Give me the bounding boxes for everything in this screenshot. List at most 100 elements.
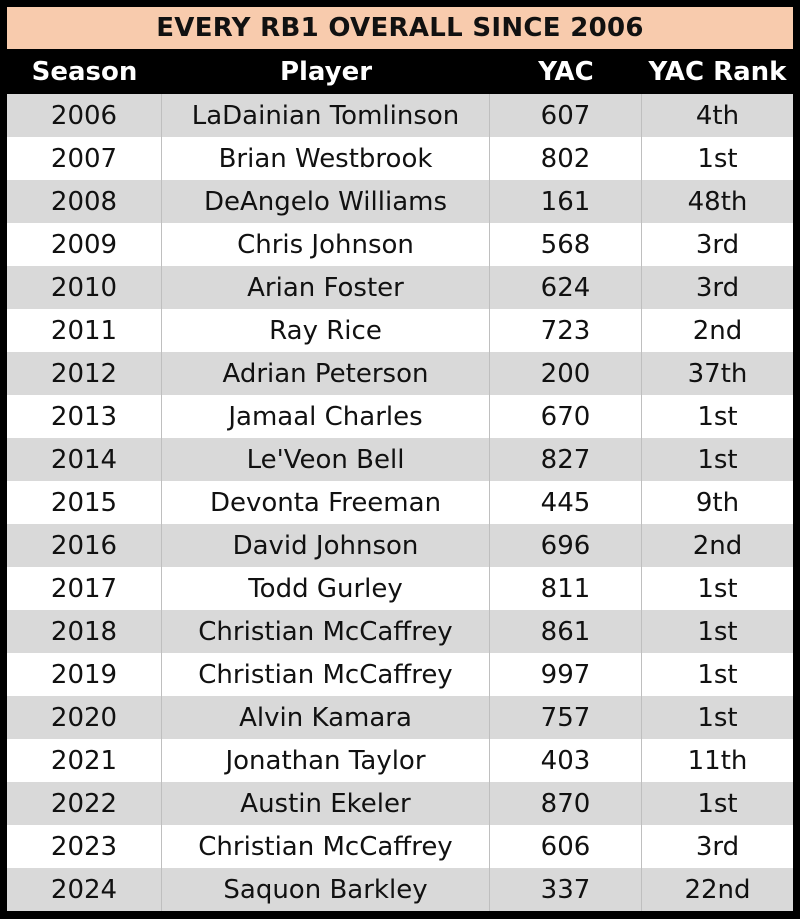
cell-player: Chris Johnson — [162, 223, 490, 266]
cell-player: Jamaal Charles — [162, 395, 490, 438]
cell-season: 2015 — [7, 481, 162, 524]
header-yac-rank: YAC Rank — [648, 57, 787, 87]
table-body: 2006 LaDainian Tomlinson 607 4th 2007 Brian W… — [7, 94, 793, 911]
cell-player: Christian McCaffrey — [162, 653, 490, 696]
table-row: 2008 DeAngelo Williams 161 48th — [7, 180, 793, 223]
cell-yac-rank: 1st — [697, 616, 738, 647]
cell-yac-rank: 37th — [687, 358, 748, 389]
cell-yac-rank: 3rd — [695, 229, 740, 260]
cell-season: 2012 — [7, 352, 162, 395]
table-row: 2015 Devonta Freeman 445 9th — [7, 481, 793, 524]
cell-season: 2007 — [7, 137, 162, 180]
table-row: 2022 Austin Ekeler 870 1st — [7, 782, 793, 825]
cell-yac: 445 — [490, 481, 642, 524]
cell-player: Saquon Barkley — [162, 868, 490, 911]
cell-yac-rank: 1st — [697, 143, 738, 174]
cell-player: Jonathan Taylor — [162, 739, 490, 782]
cell-player: DeAngelo Williams — [162, 180, 490, 223]
cell-yac-rank: 11th — [687, 745, 748, 776]
cell-yac-rank: 1st — [697, 444, 738, 475]
cell-yac: 861 — [490, 610, 642, 653]
cell-season: 2011 — [7, 309, 162, 352]
cell-yac: 997 — [490, 653, 642, 696]
table-row: 2009 Chris Johnson 568 3rd — [7, 223, 793, 266]
cell-yac-rank: 1st — [697, 702, 738, 733]
cell-season: 2024 — [7, 868, 162, 911]
cell-player: Christian McCaffrey — [162, 825, 490, 868]
cell-yac: 568 — [490, 223, 642, 266]
table-row: 2006 LaDainian Tomlinson 607 4th — [7, 94, 793, 137]
header-player: Player — [279, 57, 373, 87]
cell-yac-rank: 4th — [695, 100, 740, 131]
cell-yac: 696 — [490, 524, 642, 567]
cell-season: 2009 — [7, 223, 162, 266]
cell-player: Alvin Kamara — [162, 696, 490, 739]
cell-yac: 403 — [490, 739, 642, 782]
cell-season: 2006 — [7, 94, 162, 137]
cell-season: 2019 — [7, 653, 162, 696]
cell-yac: 161 — [490, 180, 642, 223]
cell-season: 2014 — [7, 438, 162, 481]
cell-player: Austin Ekeler — [162, 782, 490, 825]
cell-season: 2016 — [7, 524, 162, 567]
cell-yac-rank: 22nd — [684, 874, 751, 905]
table-row: 2012 Adrian Peterson 200 37th — [7, 352, 793, 395]
cell-yac: 624 — [490, 266, 642, 309]
cell-season: 2017 — [7, 567, 162, 610]
cell-player: David Johnson — [162, 524, 490, 567]
table-row: 2023 Christian McCaffrey 606 3rd — [7, 825, 793, 868]
table-row: 2007 Brian Westbrook 802 1st — [7, 137, 793, 180]
table-row: 2014 Le'Veon Bell 827 1st — [7, 438, 793, 481]
cell-yac: 607 — [490, 94, 642, 137]
cell-yac: 606 — [490, 825, 642, 868]
cell-season: 2010 — [7, 266, 162, 309]
cell-player: Adrian Peterson — [162, 352, 490, 395]
cell-yac: 200 — [490, 352, 642, 395]
cell-player: Devonta Freeman — [162, 481, 490, 524]
cell-season: 2022 — [7, 782, 162, 825]
cell-yac: 337 — [490, 868, 642, 911]
table-row: 2011 Ray Rice 723 2nd — [7, 309, 793, 352]
table-row: 2024 Saquon Barkley 337 22nd — [7, 868, 793, 911]
cell-yac-rank: 1st — [697, 401, 738, 432]
cell-yac: 802 — [490, 137, 642, 180]
table-row: 2020 Alvin Kamara 757 1st — [7, 696, 793, 739]
cell-season: 2013 — [7, 395, 162, 438]
cell-yac: 723 — [490, 309, 642, 352]
cell-yac-rank: 1st — [697, 788, 738, 819]
table-row: 2017 Todd Gurley 811 1st — [7, 567, 793, 610]
cell-season: 2023 — [7, 825, 162, 868]
table-row: 2021 Jonathan Taylor 403 11th — [7, 739, 793, 782]
cell-player: Brian Westbrook — [162, 137, 490, 180]
cell-yac: 670 — [490, 395, 642, 438]
cell-yac-rank: 2nd — [692, 530, 743, 561]
cell-player: Le'Veon Bell — [162, 438, 490, 481]
cell-season: 2021 — [7, 739, 162, 782]
cell-yac-rank: 3rd — [695, 272, 740, 303]
table-row: 2016 David Johnson 696 2nd — [7, 524, 793, 567]
cell-season: 2018 — [7, 610, 162, 653]
cell-player: Todd Gurley — [162, 567, 490, 610]
cell-season: 2008 — [7, 180, 162, 223]
cell-yac-rank: 1st — [697, 573, 738, 604]
cell-yac-rank: 48th — [687, 186, 748, 217]
table-row: 2013 Jamaal Charles 670 1st — [7, 395, 793, 438]
cell-player: Arian Foster — [162, 266, 490, 309]
cell-player: Christian McCaffrey — [162, 610, 490, 653]
cell-yac-rank: 3rd — [695, 831, 740, 862]
header-yac: YAC — [538, 57, 594, 87]
cell-yac: 870 — [490, 782, 642, 825]
table-row: 2018 Christian McCaffrey 861 1st — [7, 610, 793, 653]
header-row: Season Player YAC YAC Rank — [7, 51, 793, 93]
cell-player: Ray Rice — [162, 309, 490, 352]
cell-yac: 827 — [490, 438, 642, 481]
cell-yac-rank: 9th — [695, 487, 740, 518]
cell-season: 2020 — [7, 696, 162, 739]
cell-yac: 811 — [490, 567, 642, 610]
cell-yac-rank: 1st — [697, 659, 738, 690]
table-title: EVERY RB1 OVERALL SINCE 2006 — [7, 7, 793, 49]
cell-player: LaDainian Tomlinson — [162, 94, 490, 137]
table-row: 2019 Christian McCaffrey 997 1st — [7, 653, 793, 696]
table-row: 2010 Arian Foster 624 3rd — [7, 266, 793, 309]
